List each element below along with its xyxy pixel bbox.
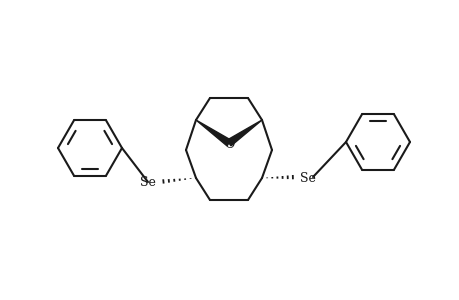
Text: O: O: [224, 139, 234, 152]
Polygon shape: [226, 120, 262, 146]
Text: Se: Se: [140, 176, 156, 190]
Text: Se: Se: [299, 172, 315, 184]
Polygon shape: [196, 120, 230, 146]
